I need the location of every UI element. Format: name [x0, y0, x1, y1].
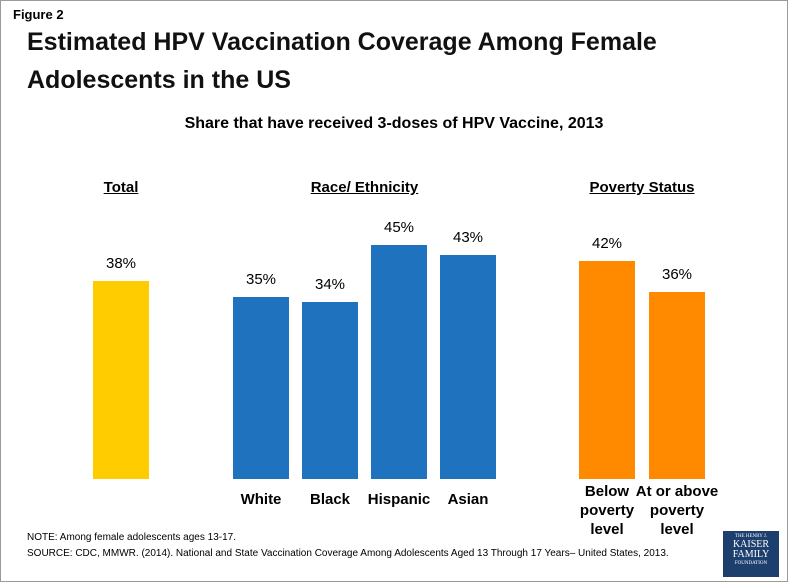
value-label: 45%: [383, 219, 415, 236]
source: SOURCE: CDC, MMWR. (2014). National and …: [27, 548, 669, 559]
chart-subtitle: Share that have received 3-doses of HPV …: [184, 115, 604, 132]
bar: [302, 302, 358, 479]
x-tick-label: Asian: [447, 491, 489, 508]
bar: [440, 255, 496, 479]
group-label: Poverty Status: [589, 179, 695, 196]
logo-line: FAMILY: [732, 549, 770, 560]
bar: [93, 281, 149, 479]
bar: [649, 291, 705, 479]
x-tick-label: White: [240, 491, 282, 508]
group-label: Race/ Ethnicity: [310, 179, 419, 196]
x-tick-label: At or above poverty level: [635, 483, 719, 538]
logo: THE HENRY J. KAISER FAMILY FOUNDATION: [723, 531, 779, 577]
bar: [579, 260, 635, 479]
logo-line: THE HENRY J.: [734, 534, 768, 539]
value-label: 35%: [245, 271, 277, 288]
bar: [371, 245, 427, 479]
value-label: 36%: [661, 265, 693, 283]
value-label: 34%: [314, 276, 346, 294]
value-label: 43%: [452, 229, 484, 247]
group-label: Total: [103, 179, 139, 196]
note: NOTE: Among female adolescents ages 13-1…: [27, 532, 237, 543]
logo-line: FOUNDATION: [734, 561, 768, 566]
figure-label: Figure 2: [13, 7, 64, 22]
value-label: 42%: [591, 234, 623, 252]
x-tick-label: Black: [309, 491, 351, 508]
x-tick-label: Hispanic: [367, 491, 431, 508]
chart-title: Estimated HPV Vaccination Coverage Among…: [27, 28, 657, 94]
bar: [233, 297, 289, 479]
x-tick-label: Below poverty level: [579, 483, 635, 538]
logo-line: KAISER: [732, 539, 770, 550]
value-label: 38%: [105, 255, 137, 273]
